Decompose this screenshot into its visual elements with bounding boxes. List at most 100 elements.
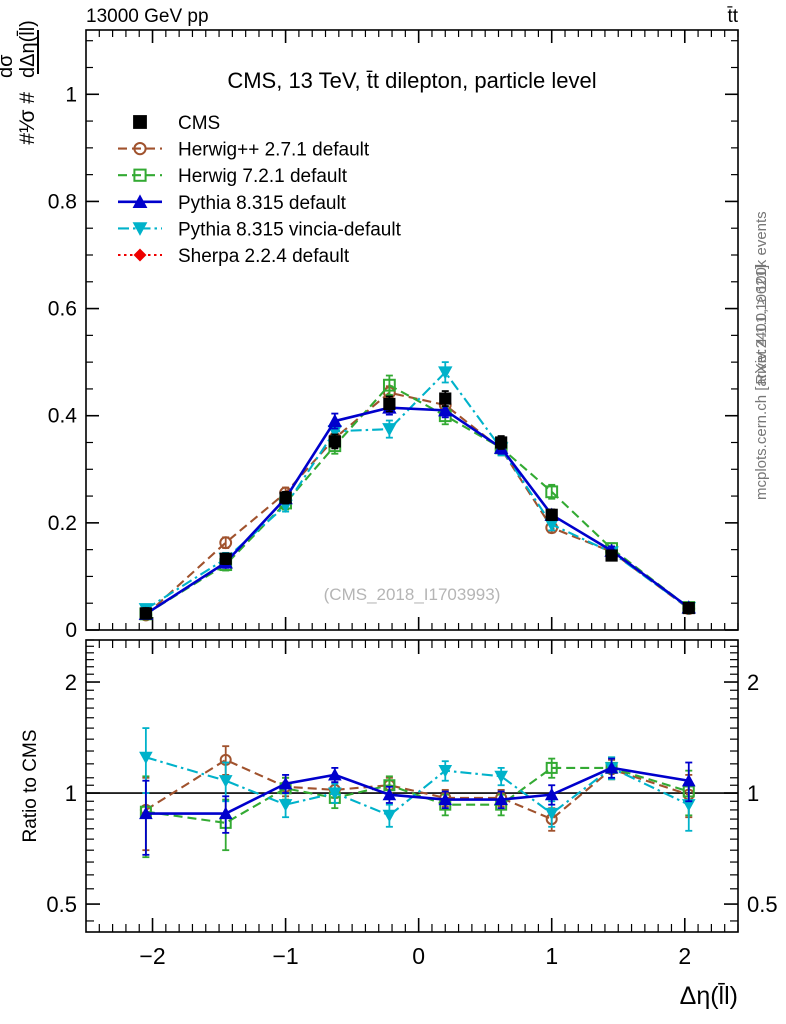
main-x-ticks bbox=[98, 30, 739, 630]
marker-square bbox=[682, 601, 695, 615]
marker-triangle-down bbox=[382, 809, 397, 823]
marker-triangle-down bbox=[139, 751, 153, 765]
ratio-line bbox=[145, 756, 690, 817]
marker-square-open bbox=[545, 761, 558, 774]
ratio-series-3 bbox=[139, 757, 696, 856]
main-y-tick-label: 1 bbox=[65, 83, 77, 106]
dataset-watermark: (CMS_2018_I1703993) bbox=[324, 585, 501, 604]
ratio-line bbox=[145, 766, 689, 815]
legend-label: Herwig 7.2.1 default bbox=[178, 166, 348, 187]
svg-text:#¹⁄σ #: #¹⁄σ # bbox=[16, 92, 39, 145]
x-tick-label: 2 bbox=[678, 943, 691, 969]
marker-triangle-up bbox=[328, 768, 342, 781]
y-axis-label-fraction: dσ dΔη(l̄l) bbox=[0, 20, 39, 78]
ratio-y-tick-label-right: 2 bbox=[747, 670, 759, 695]
series-0 bbox=[139, 390, 695, 620]
marker-diamond bbox=[133, 248, 147, 262]
marker-triangle-up bbox=[494, 792, 508, 806]
marker-triangle-up bbox=[382, 787, 397, 801]
legend-item-5[interactable]: Sherpa 2.2.4 default bbox=[118, 246, 350, 267]
ratio-data-layer bbox=[139, 727, 696, 859]
marker-triangle-down bbox=[328, 787, 342, 800]
marker-triangle-up bbox=[544, 787, 559, 801]
legend-item-2[interactable]: Herwig 7.2.1 default bbox=[118, 166, 348, 187]
marker-triangle-up bbox=[604, 761, 619, 774]
marker-square bbox=[279, 491, 292, 504]
main-panel-frame bbox=[85, 29, 739, 631]
ratio-line bbox=[145, 766, 690, 824]
marker-square bbox=[133, 115, 147, 129]
main-y-ticks: 0 0.2 0.4 0.6 0.8 1 bbox=[48, 40, 738, 642]
legend: CMS Herwig++ 2.7.1 default Herwig 7.2.1 de… bbox=[118, 113, 402, 267]
legend-label: Pythia 8.315 default bbox=[178, 193, 347, 214]
rivet-caption: Rivet 4.1.0, ≥ 100k events bbox=[753, 211, 770, 384]
ratio-x-ticks: −2 −1 0 1 2 bbox=[98, 640, 739, 969]
marker-triangle-down bbox=[494, 770, 508, 784]
svg-text:Ratio to CMS: Ratio to CMS bbox=[20, 730, 41, 843]
legend-item-0[interactable]: CMS bbox=[133, 113, 220, 134]
ratio-axis-label: Ratio to CMS bbox=[20, 730, 41, 843]
plot-title: CMS, 13 TeV, t̄t dilepton, particle leve… bbox=[227, 68, 596, 93]
ratio-y-tick-label: 1 bbox=[65, 781, 77, 806]
marker-square bbox=[139, 607, 152, 620]
series-line bbox=[145, 406, 690, 616]
x-tick-label: 1 bbox=[545, 943, 558, 969]
marker-square bbox=[545, 508, 558, 521]
marker-square bbox=[439, 392, 452, 405]
marker-square bbox=[328, 435, 341, 448]
header-beam-label: 13000 GeV pp bbox=[86, 6, 209, 27]
marker-triangle-down bbox=[382, 423, 397, 437]
marker-triangle-up bbox=[327, 413, 343, 428]
marker-triangle-up bbox=[139, 806, 153, 820]
marker-circle bbox=[133, 142, 147, 156]
legend-label: Sherpa 2.2.4 default bbox=[178, 246, 350, 267]
marker-triangle-down bbox=[278, 799, 293, 812]
legend-item-3[interactable]: Pythia 8.315 default bbox=[118, 193, 347, 214]
legend-label: CMS bbox=[178, 113, 220, 134]
ratio-y-tick-label: 2 bbox=[65, 670, 77, 695]
marker-triangle-up bbox=[132, 194, 148, 208]
marker-triangle-down bbox=[132, 222, 148, 236]
marker-square-open bbox=[382, 378, 396, 392]
main-data-layer bbox=[138, 361, 696, 622]
legend-item-1[interactable]: Herwig++ 2.7.1 default bbox=[118, 140, 370, 161]
x-axis-label: Δη(l̄l) bbox=[680, 982, 738, 1010]
svg-text:Rivet 4.1.0, ≥ 100k events: Rivet 4.1.0, ≥ 100k events bbox=[753, 211, 770, 384]
ratio-panel-frame bbox=[85, 639, 739, 933]
marker-circle bbox=[219, 536, 233, 550]
marker-square-open bbox=[545, 485, 559, 499]
y-axis-label: #¹⁄σ # bbox=[16, 92, 39, 145]
marker-square bbox=[495, 436, 508, 449]
ratio-y-tick-label-right: 0.5 bbox=[747, 892, 778, 917]
main-y-tick-label: 0.6 bbox=[48, 298, 77, 321]
mcplots-caption: mcplots.cern.ch [arXiv:2401.10621] bbox=[753, 265, 770, 500]
ratio-line bbox=[145, 758, 690, 821]
marker-triangle-up bbox=[681, 773, 696, 787]
ratio-y-tick-label-right: 1 bbox=[747, 781, 759, 806]
marker-square bbox=[383, 397, 396, 411]
marker-square bbox=[605, 549, 618, 562]
main-y-tick-label: 0.8 bbox=[48, 190, 77, 213]
marker-square-open bbox=[133, 168, 147, 182]
main-y-tick-label: 0.2 bbox=[48, 512, 77, 535]
marker-triangle-up bbox=[438, 792, 453, 806]
legend-item-4[interactable]: Pythia 8.315 vincia-default bbox=[118, 219, 402, 240]
marker-triangle-up bbox=[438, 403, 453, 417]
series-line bbox=[145, 391, 690, 616]
svg-text:mcplots.cern.ch [arXiv:2401.10: mcplots.cern.ch [arXiv:2401.10621] bbox=[753, 265, 770, 500]
marker-square bbox=[219, 552, 232, 565]
svg-text:dσ: dσ bbox=[0, 54, 17, 78]
x-tick-label: 0 bbox=[412, 943, 425, 969]
marker-triangle-down bbox=[544, 807, 559, 821]
main-y-tick-label: 0 bbox=[65, 619, 77, 642]
ratio-y-tick-label: 0.5 bbox=[46, 892, 77, 917]
x-tick-label: −2 bbox=[139, 943, 165, 969]
marker-triangle-up bbox=[218, 806, 233, 820]
svg-text:dΔη(l̄l): dΔη(l̄l) bbox=[16, 20, 39, 78]
marker-triangle-down bbox=[438, 765, 453, 778]
legend-label: Herwig++ 2.7.1 default bbox=[178, 140, 370, 161]
x-tick-label: −1 bbox=[272, 943, 298, 969]
